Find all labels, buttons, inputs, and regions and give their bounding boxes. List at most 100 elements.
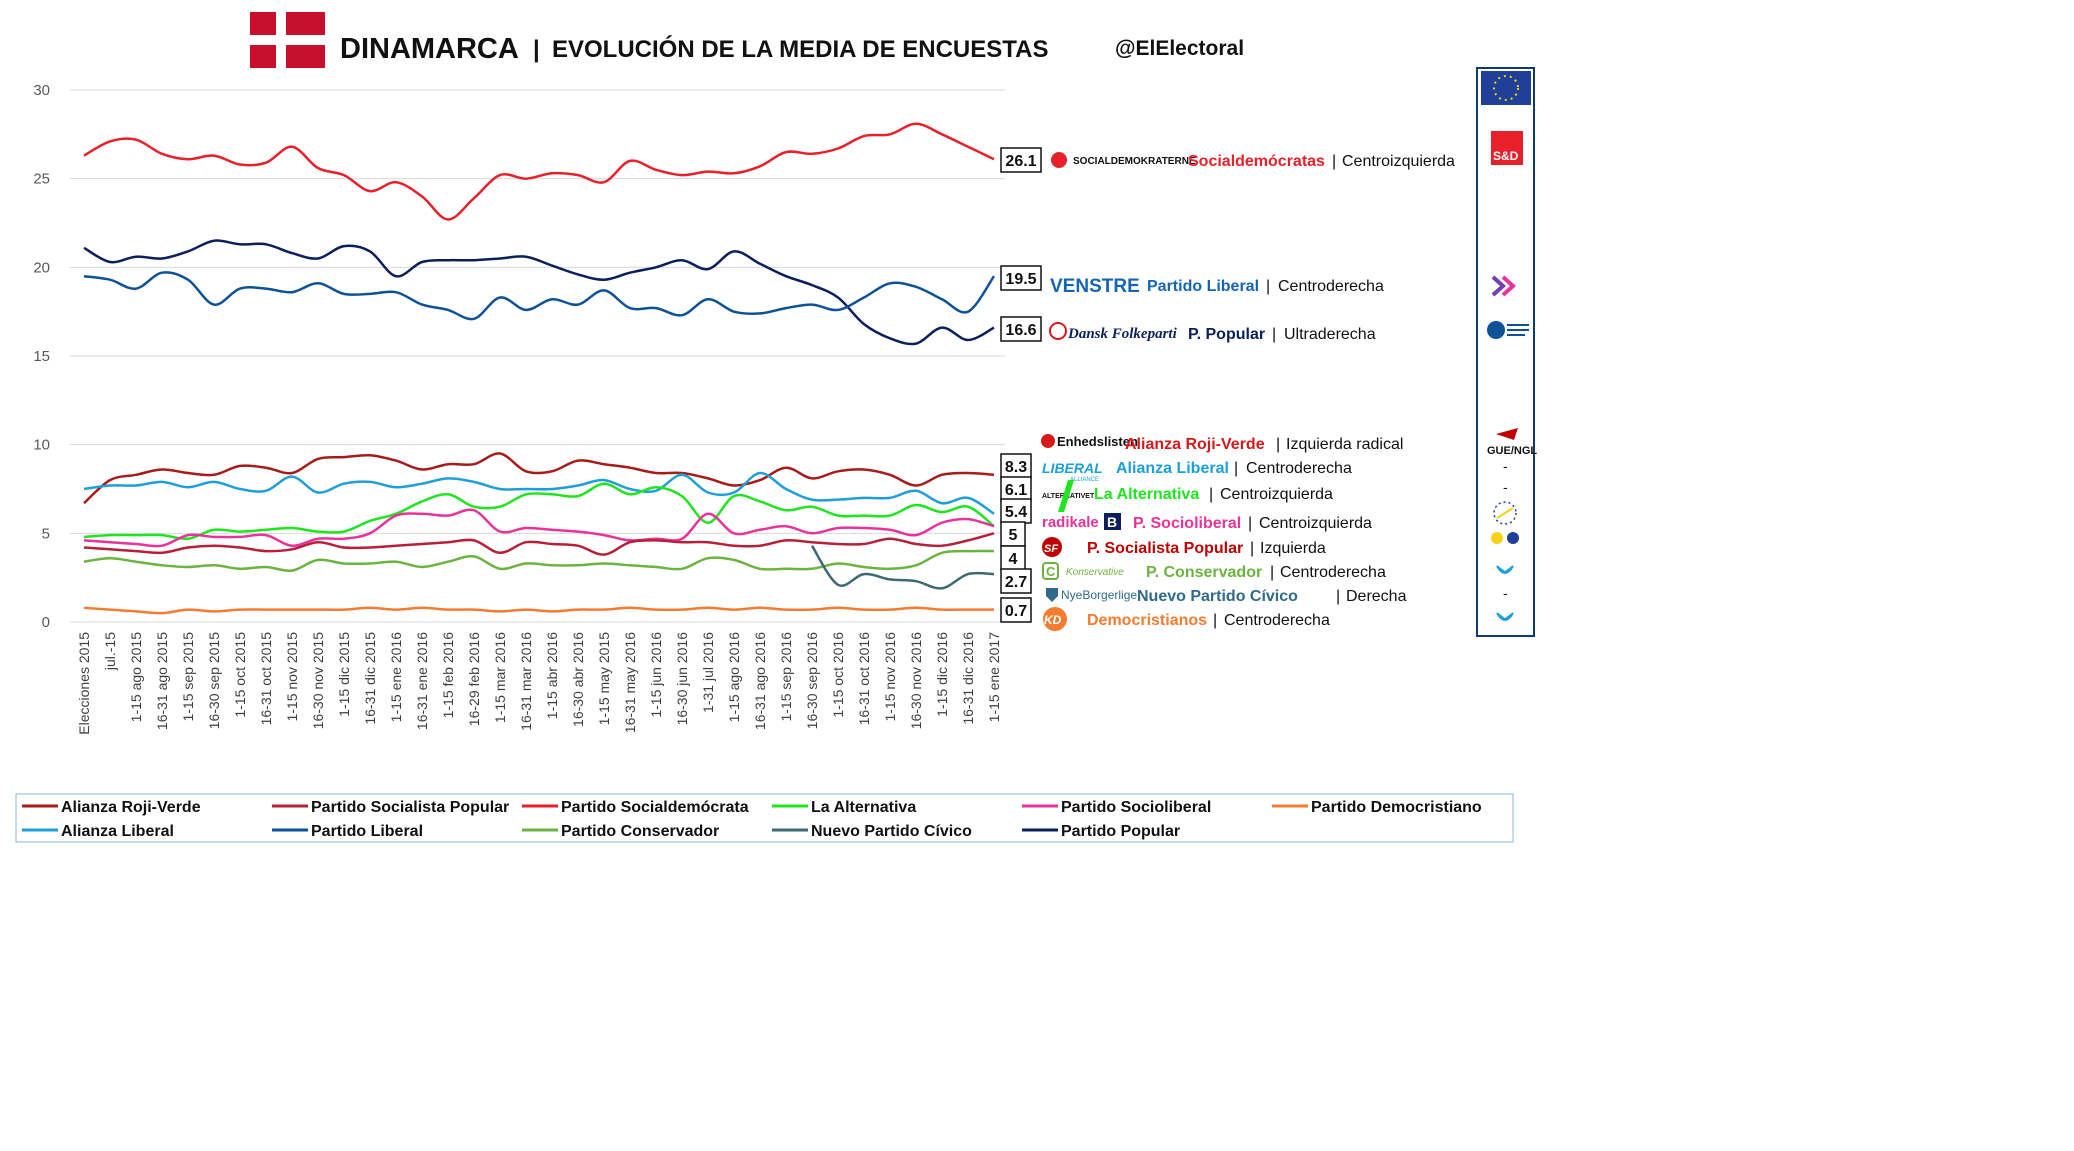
party-name: P. Socioliberal bbox=[1133, 515, 1241, 532]
end-value-label: 4 bbox=[1009, 551, 1018, 568]
party-separator: | bbox=[1209, 486, 1213, 503]
renew-icon bbox=[1491, 275, 1516, 297]
party-separator: | bbox=[1272, 326, 1276, 343]
epp-icon bbox=[1496, 565, 1514, 574]
party-name: Partido Liberal bbox=[1147, 278, 1259, 295]
x-tick-label: 16-30 sep 2016 bbox=[804, 632, 820, 730]
party-ideology: Ultraderecha bbox=[1284, 326, 1376, 343]
x-tick-label: 16-31 may 2016 bbox=[622, 632, 638, 733]
party-separator: | bbox=[1276, 436, 1280, 453]
party-row-democristianos: KD Democristianos | Centroderecha bbox=[1043, 607, 1330, 631]
legend-label: Partido Socialista Popular bbox=[311, 799, 509, 816]
x-tick-label: 1-15 ago 2016 bbox=[726, 632, 742, 723]
sd-label: S&D bbox=[1493, 149, 1519, 163]
party-row-p-socioliberal: radikale B P. Socioliberal | Centroizqui… bbox=[1042, 513, 1372, 532]
end-value-box bbox=[1000, 545, 1026, 571]
y-tick-label: 5 bbox=[42, 525, 50, 542]
x-tick-label: 1-15 ene 2016 bbox=[388, 632, 404, 723]
party-ideology: Izquierda bbox=[1260, 540, 1326, 557]
party-separator: | bbox=[1234, 460, 1238, 477]
party-name: Socialdemócratas bbox=[1188, 153, 1325, 170]
x-tick-label: 1-15 sep 2015 bbox=[180, 632, 196, 722]
party-separator: | bbox=[1270, 564, 1274, 581]
x-tick-label: 1-15 oct 2016 bbox=[830, 632, 846, 718]
y-tick-label: 10 bbox=[33, 437, 50, 454]
legend-label: Alianza Liberal bbox=[61, 823, 174, 840]
end-value-label: 5 bbox=[1009, 527, 1018, 544]
title-separator: | bbox=[533, 36, 540, 63]
legend-label: Partido Socioliberal bbox=[1061, 799, 1211, 816]
party-name: La Alternativa bbox=[1094, 486, 1199, 503]
series-line-nuevo-partido-c-vico bbox=[810, 545, 995, 590]
end-value-box bbox=[1000, 498, 1032, 524]
end-value-box bbox=[1000, 147, 1042, 173]
legend: Alianza Roji-Verde Partido Socialista Pop… bbox=[15, 793, 1514, 843]
party-logo: NyeBorgerlige bbox=[1061, 588, 1137, 602]
series-line-alianza-liberal bbox=[83, 471, 995, 515]
end-value-boxes: 26.1 19.5 16.6 8.3 6.1 5.4 5 4 2.7 0.7 bbox=[1000, 147, 1042, 623]
end-value-label: 19.5 bbox=[1005, 271, 1036, 288]
party-ideology: Centroderecha bbox=[1278, 278, 1384, 295]
x-tick-label: 16-31 oct 2015 bbox=[258, 632, 274, 726]
party-name: Alianza Roji-Verde bbox=[1125, 436, 1265, 453]
x-tick-label: 16-31 mar 2016 bbox=[518, 632, 534, 731]
x-tick-label: 1-15 sep 2016 bbox=[778, 632, 794, 722]
series-line-partido-conservador bbox=[83, 549, 995, 573]
x-tick-label: 1-15 ene 2017 bbox=[986, 632, 1002, 723]
end-value-box bbox=[1000, 568, 1032, 594]
legend-label: La Alternativa bbox=[811, 799, 916, 816]
series-line-partido-socialdem-crata bbox=[83, 122, 995, 221]
radikale-b-badge bbox=[1104, 513, 1121, 530]
nyeborgerlige-shield-icon bbox=[1046, 588, 1058, 602]
party-separator: | bbox=[1250, 540, 1254, 557]
party-ideology: Centroizquierda bbox=[1342, 153, 1455, 170]
party-ideology: Centroderecha bbox=[1246, 460, 1352, 477]
alternativet-mark-icon bbox=[1058, 480, 1074, 512]
epp-icon bbox=[1496, 612, 1514, 621]
x-tick-label: 1-15 jun 2016 bbox=[648, 632, 664, 718]
end-value-label: 5.4 bbox=[1005, 504, 1027, 521]
legend-label: Partido Democristiano bbox=[1311, 799, 1482, 816]
party-labels: SOCIALDEMOKRATERNE Socialdemócratas | Ce… bbox=[1041, 152, 1455, 631]
party-row-alianza-liberal: LIBERAL ALLIANCE Alianza Liberal | Centr… bbox=[1042, 460, 1352, 483]
party-logo: Konservative bbox=[1066, 567, 1124, 578]
series-line-partido-democristiano bbox=[83, 606, 994, 615]
gridlines bbox=[70, 89, 1005, 623]
x-tick-label: 1-15 mar 2016 bbox=[492, 632, 508, 723]
x-tick-label: 16-31 ago 2016 bbox=[752, 632, 768, 730]
series-line-partido-socialista-popular bbox=[83, 532, 995, 556]
x-tick-label: 1-15 feb 2016 bbox=[440, 632, 456, 719]
party-logo: KD bbox=[1044, 613, 1062, 627]
x-tick-label: 1-15 nov 2015 bbox=[284, 632, 300, 722]
party-ideology: Centroderecha bbox=[1280, 564, 1386, 581]
party-separator: | bbox=[1266, 278, 1270, 295]
x-tick-label: jul.-15 bbox=[102, 632, 118, 671]
y-tick-label: 20 bbox=[33, 259, 50, 276]
party-logo: Dansk Folkeparti bbox=[1067, 326, 1178, 342]
party-logo: LIBERAL bbox=[1042, 460, 1103, 476]
party-name: Alianza Liberal bbox=[1116, 460, 1229, 477]
chart-subtitle: EVOLUCIÓN DE LA MEDIA DE ENCUESTAS bbox=[552, 35, 1048, 63]
party-row-p-conservador: C Konservative P. Conservador | Centrode… bbox=[1042, 562, 1386, 581]
x-tick-label: 16-30 nov 2015 bbox=[310, 632, 326, 730]
greens-efa-icon bbox=[1491, 532, 1519, 544]
series-line-la-alternativa bbox=[83, 482, 995, 541]
end-value-box bbox=[1000, 476, 1032, 502]
party-row-partido-liberal: VENSTRE Partido Liberal | Centroderecha bbox=[1050, 276, 1384, 297]
end-value-box bbox=[1000, 316, 1042, 342]
x-tick-label: 1-15 dic 2015 bbox=[336, 632, 352, 717]
sf-logo-icon bbox=[1042, 537, 1062, 557]
y-tick-label: 25 bbox=[33, 171, 50, 188]
x-tick-label: Elecciones 2015 bbox=[76, 632, 92, 735]
twitter-handle: @ElElectoral bbox=[1115, 37, 1244, 60]
x-tick-label: 16-31 ene 2016 bbox=[414, 632, 430, 730]
legend-label: Partido Popular bbox=[1061, 823, 1180, 840]
sidebar-dash: - bbox=[1503, 585, 1508, 601]
x-tick-label: 1-15 ago 2015 bbox=[128, 632, 144, 723]
party-row-p-socialista-popular: SF P. Socialista Popular | Izquierda bbox=[1042, 537, 1326, 557]
x-tick-label: 1-15 abr 2016 bbox=[544, 632, 560, 719]
x-axis: Elecciones 2015 jul.-15 1-15 ago 2015 16-31… bbox=[76, 632, 1002, 735]
gue-ngl-icon: GUE/NGL bbox=[1487, 428, 1537, 457]
party-row-la-alternativa: ALTERNATIVET La Alternativa | Centroizqu… bbox=[1042, 480, 1333, 512]
party-separator: | bbox=[1336, 588, 1340, 605]
